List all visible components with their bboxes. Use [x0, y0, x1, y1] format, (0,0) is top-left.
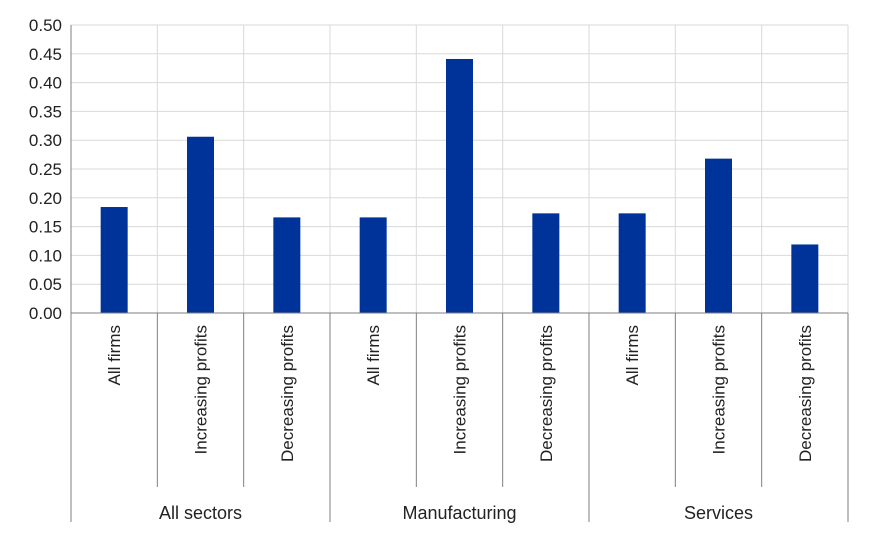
x-tick-label: All firms: [364, 325, 383, 385]
group-label: All sectors: [159, 503, 242, 523]
bar: [705, 158, 732, 313]
group-labels: All sectors Manufacturing Services: [159, 503, 753, 523]
x-tick-label: All firms: [623, 325, 642, 385]
y-tick-label: 0.15: [29, 218, 62, 237]
x-tick-label: All firms: [105, 325, 124, 385]
x-tick-label: Increasing profits: [451, 325, 470, 454]
bar: [359, 217, 387, 313]
bar: [791, 244, 819, 313]
x-tick-label: Decreasing profits: [278, 325, 297, 462]
group-label: Manufacturing: [402, 503, 516, 523]
bar: [532, 213, 560, 313]
y-tick-label: 0.35: [29, 102, 62, 121]
y-tick-label: 0.25: [29, 160, 62, 179]
x-tick-labels: All firms Increasing profits Decreasing pr…: [105, 325, 815, 462]
y-tick-label: 0.10: [29, 246, 62, 265]
y-tick-label: 0.20: [29, 189, 62, 208]
bar: [100, 207, 128, 313]
x-tick-label: Decreasing profits: [796, 325, 815, 462]
bar: [618, 213, 646, 313]
y-tick-label: 0.00: [29, 304, 62, 323]
bars: [100, 58, 819, 313]
y-tick-label: 0.05: [29, 275, 62, 294]
y-tick-label: 0.40: [29, 74, 62, 93]
y-tick-label: 0.50: [29, 16, 62, 35]
bar: [273, 217, 301, 313]
bar: [187, 136, 214, 313]
bar: [446, 58, 473, 313]
x-tick-label: Increasing profits: [192, 325, 211, 454]
x-tick-label: Decreasing profits: [537, 325, 556, 462]
y-tick-label: 0.45: [29, 45, 62, 64]
axes: [70, 25, 849, 522]
y-tick-label: 0.30: [29, 131, 62, 150]
group-label: Services: [684, 503, 753, 523]
y-tick-labels: 0.00 0.05 0.10 0.15 0.20 0.25 0.30 0.35 0.40 0.45…: [29, 16, 62, 323]
x-tick-label: Increasing profits: [710, 325, 729, 454]
